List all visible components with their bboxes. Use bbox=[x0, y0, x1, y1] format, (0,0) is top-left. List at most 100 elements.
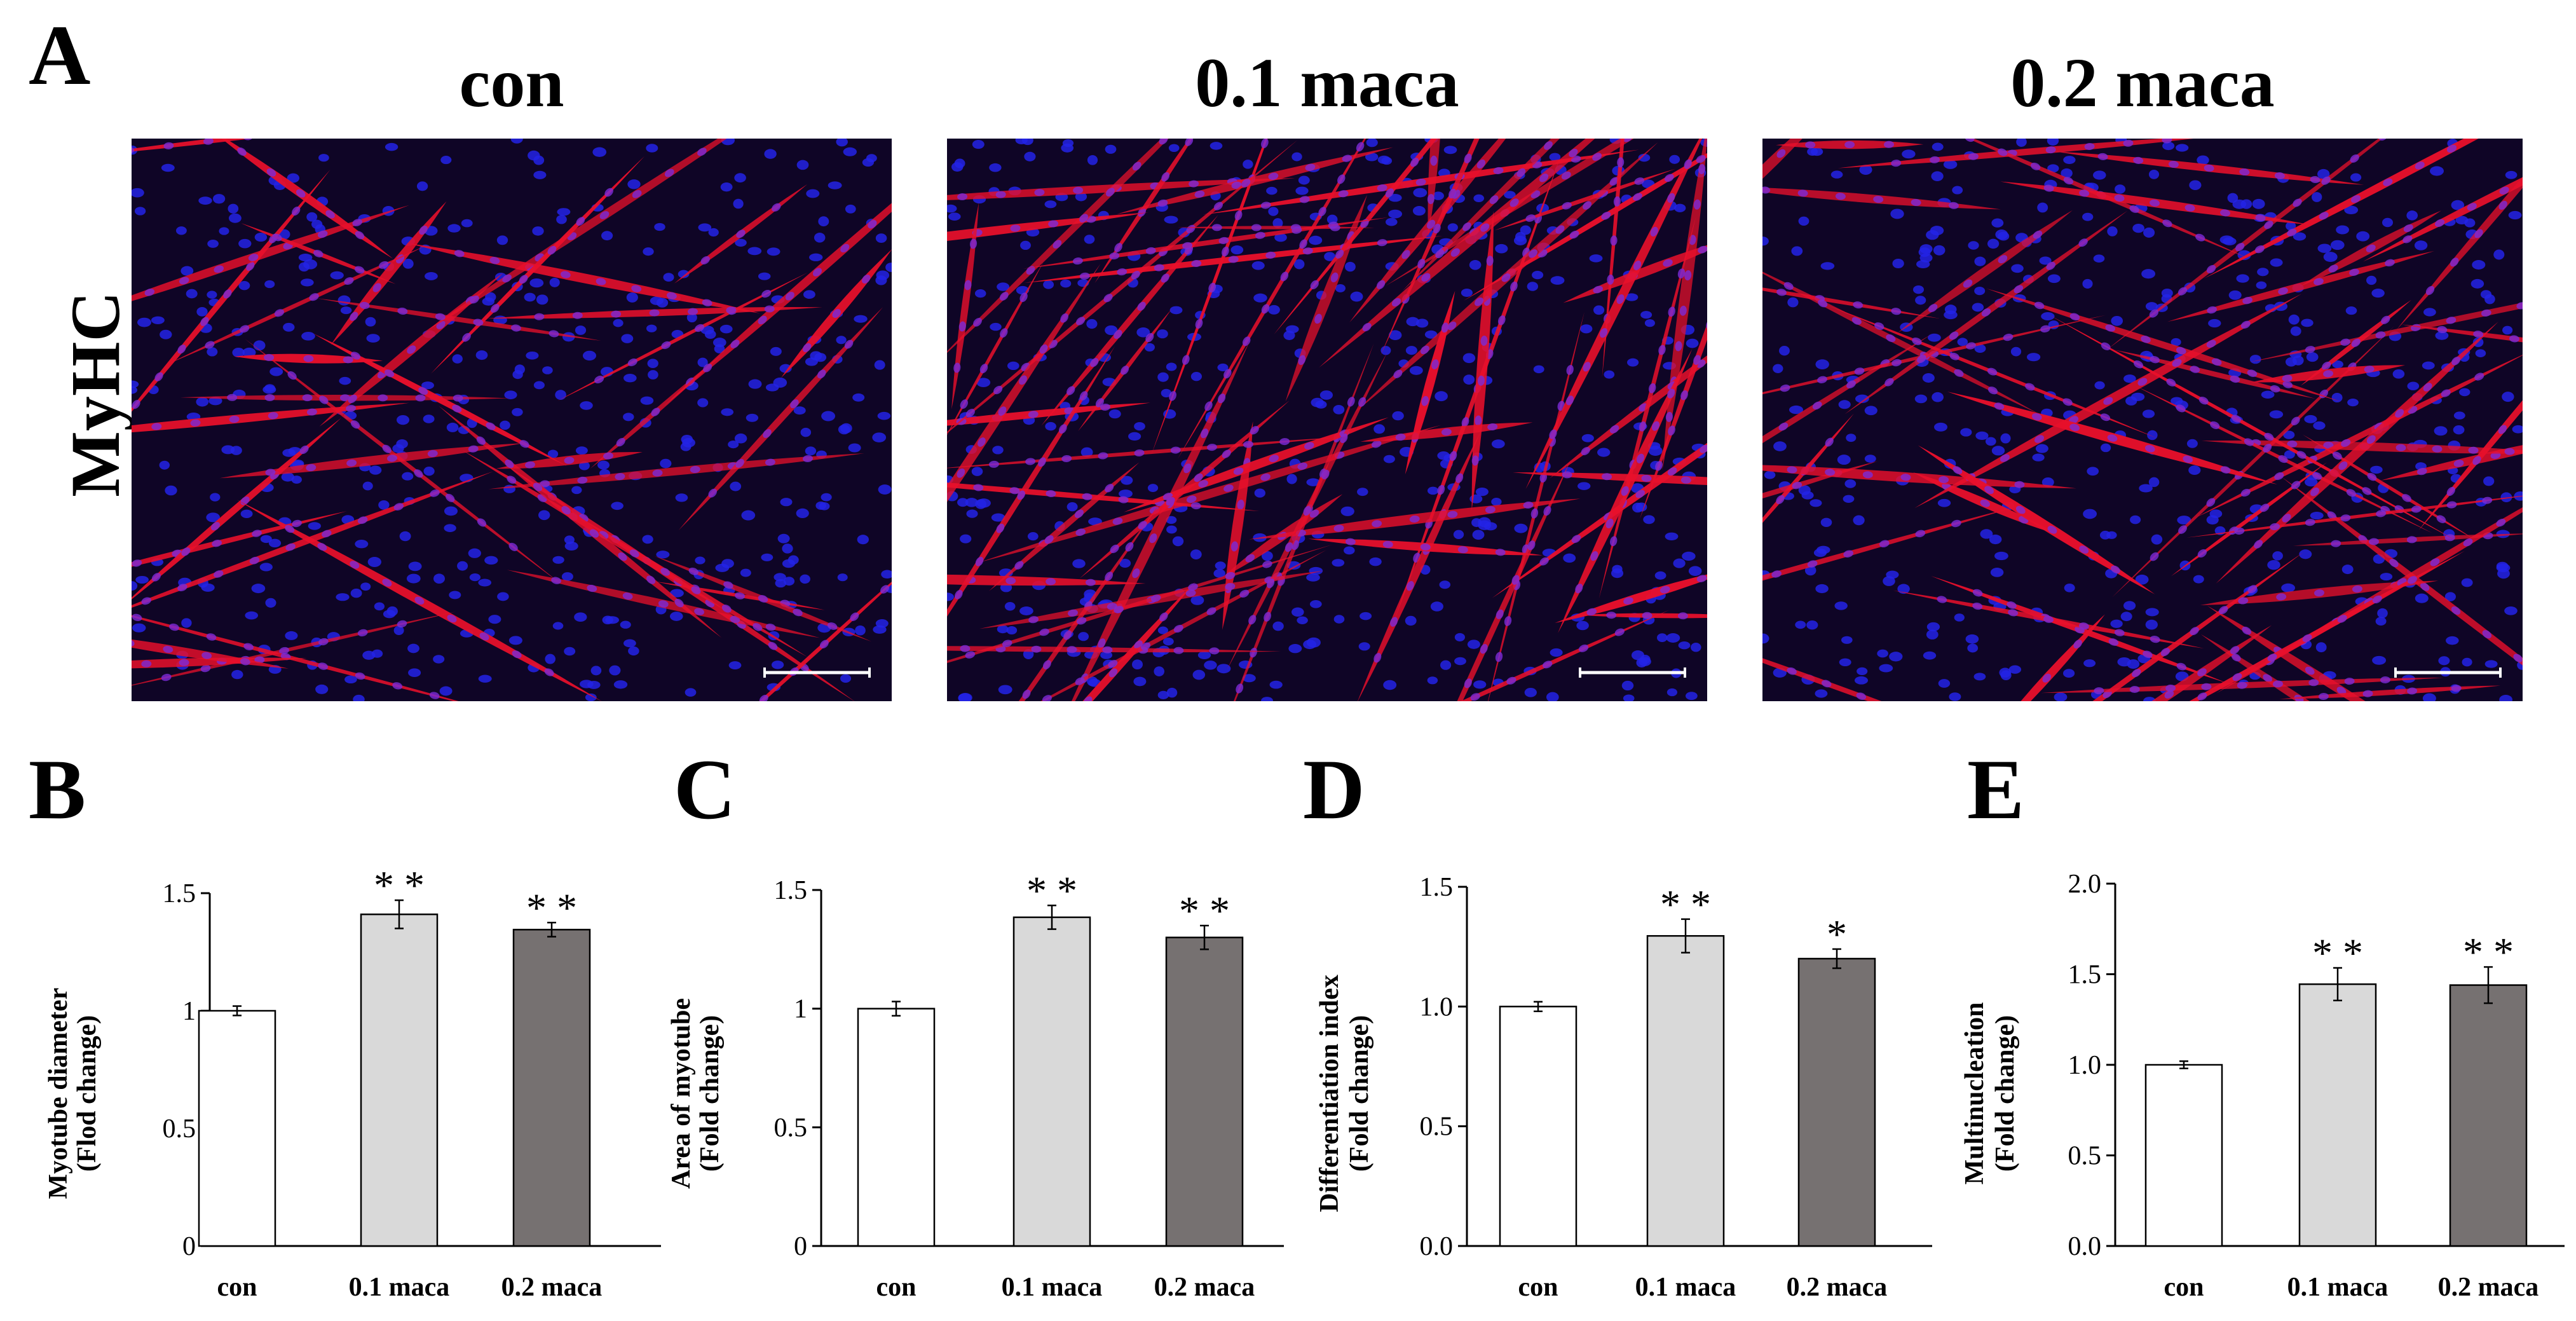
myotube-nucleus bbox=[1302, 247, 1313, 255]
nucleus bbox=[1937, 498, 1951, 507]
nucleus bbox=[1447, 223, 1458, 232]
x-tick-label: con bbox=[876, 1273, 917, 1302]
myotube-nucleus bbox=[1787, 466, 1797, 474]
myotube-nucleus bbox=[2291, 481, 2301, 489]
nucleus bbox=[552, 556, 564, 564]
nucleus bbox=[1377, 155, 1391, 164]
y-axis-label-unit: (Flod change) bbox=[72, 1015, 102, 1172]
nucleus bbox=[948, 212, 961, 221]
myotube-nucleus bbox=[2123, 139, 2134, 147]
myotube-nucleus bbox=[427, 449, 438, 458]
myotube-nucleus bbox=[1700, 444, 1707, 453]
nucleus bbox=[457, 561, 468, 571]
nucleus bbox=[2459, 388, 2470, 397]
myotube-nucleus bbox=[2337, 615, 2347, 623]
myotube-nucleus bbox=[1038, 457, 1046, 467]
significance-marker: * * bbox=[2463, 929, 2514, 975]
myotube-nucleus bbox=[1145, 332, 1154, 343]
nucleus bbox=[2430, 166, 2444, 176]
panel-letter-e: E bbox=[1967, 743, 2025, 837]
myotube-nucleus bbox=[132, 613, 142, 621]
myotube-nucleus bbox=[975, 556, 984, 566]
nucleus bbox=[1004, 601, 1016, 611]
nucleus bbox=[803, 290, 815, 299]
myotube-nucleus bbox=[1693, 199, 1701, 210]
nucleus bbox=[308, 522, 321, 530]
myotube-nucleus bbox=[758, 315, 767, 325]
myotube-nucleus bbox=[2310, 175, 2320, 184]
myotube-nucleus bbox=[2499, 186, 2509, 195]
nucleus bbox=[1119, 558, 1131, 568]
myotube-nucleus bbox=[1987, 367, 1998, 376]
nucleus bbox=[621, 334, 634, 343]
myotube-nucleus bbox=[1607, 274, 1614, 285]
nucleus bbox=[496, 235, 508, 245]
nuclei-layer bbox=[132, 139, 892, 701]
myotube-nucleus bbox=[1480, 223, 1490, 232]
nucleus bbox=[1268, 207, 1279, 216]
nucleus bbox=[1972, 303, 1984, 312]
nucleus bbox=[770, 346, 782, 356]
myotube-nucleus bbox=[2350, 154, 2359, 163]
myotube-nucleus bbox=[519, 275, 528, 284]
nucleus bbox=[2162, 141, 2175, 151]
myotube-nucleus bbox=[154, 372, 163, 381]
nucleus bbox=[2123, 374, 2136, 383]
myotube-nucleus bbox=[163, 645, 174, 654]
nucleus bbox=[315, 684, 329, 694]
nucleus bbox=[2145, 619, 2158, 630]
nucleus bbox=[2147, 430, 2158, 441]
myotube-nucleus bbox=[319, 395, 329, 404]
myotube-nucleus bbox=[414, 596, 425, 605]
nucleus bbox=[1298, 175, 1310, 185]
nucleus bbox=[181, 618, 192, 628]
y-axis-label-unit: (Fold change) bbox=[1345, 1015, 1374, 1172]
myotube-nucleus bbox=[735, 458, 744, 468]
myotube-nucleus bbox=[505, 459, 514, 469]
nucleus bbox=[360, 582, 371, 591]
nucleus bbox=[1576, 620, 1589, 631]
myotube-nucleus bbox=[764, 305, 775, 313]
nucleus bbox=[1192, 669, 1206, 680]
nucleus bbox=[1136, 327, 1150, 338]
myotube-nucleus bbox=[1462, 222, 1471, 231]
nucleus bbox=[151, 316, 165, 324]
nucleus bbox=[989, 163, 1002, 172]
myotube-nucleus bbox=[2402, 494, 2411, 502]
nucleus bbox=[960, 534, 972, 544]
myotube-nucleus bbox=[1264, 612, 1271, 622]
nucleus bbox=[1685, 692, 1698, 701]
nucleus bbox=[385, 142, 399, 151]
myotube-nucleus bbox=[726, 306, 737, 314]
myotube-nucleus bbox=[2296, 451, 2307, 459]
myotube-nucleus bbox=[2183, 455, 2193, 463]
nucleus bbox=[720, 182, 733, 192]
myotube-nucleus bbox=[547, 245, 557, 255]
myotube-nucleus bbox=[385, 369, 395, 378]
myotube-nucleus bbox=[2244, 438, 2254, 446]
nucleus bbox=[1357, 488, 1368, 496]
myotube bbox=[2048, 315, 2457, 541]
myotube-nucleus bbox=[1493, 167, 1504, 174]
myotube-nucleus bbox=[379, 261, 389, 269]
myotube-nucleus bbox=[611, 310, 622, 318]
myotube-nucleus bbox=[2234, 527, 2245, 535]
nucleus bbox=[2496, 561, 2509, 571]
nucleus bbox=[773, 573, 786, 582]
nucleus bbox=[2130, 515, 2141, 524]
nucleus bbox=[1669, 154, 1680, 164]
myotube-nucleus bbox=[339, 394, 350, 402]
myotube-nucleus bbox=[1617, 157, 1625, 168]
myotube-nucleus bbox=[1211, 224, 1222, 231]
myotube-nucleus bbox=[2327, 511, 2337, 520]
myotube-nucleus bbox=[1173, 624, 1183, 633]
nucleus bbox=[1105, 325, 1118, 336]
myotube-nucleus bbox=[2446, 317, 2457, 324]
nucleus bbox=[954, 158, 965, 168]
myotube-nucleus bbox=[599, 211, 610, 219]
nucleus bbox=[1350, 291, 1363, 302]
nucleus bbox=[2461, 578, 2473, 587]
myotube-nucleus bbox=[1218, 236, 1229, 244]
myotube-nucleus bbox=[1261, 139, 1269, 149]
y-tick-label: 1.5 bbox=[1420, 873, 1454, 902]
